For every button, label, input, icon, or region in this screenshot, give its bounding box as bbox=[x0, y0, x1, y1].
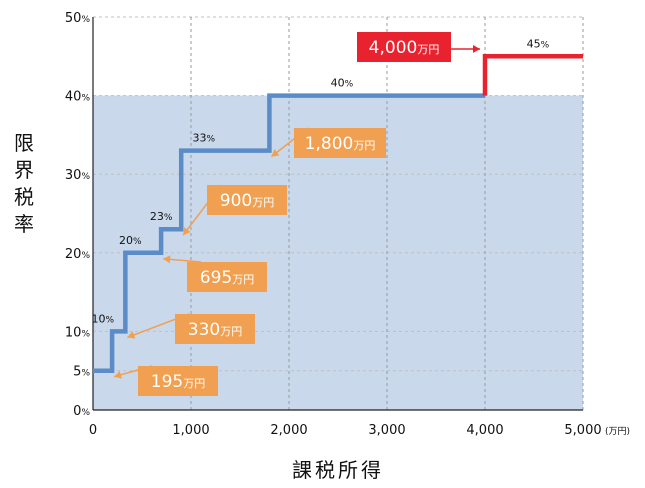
x-tick-label-5000: 5,000 bbox=[564, 423, 601, 438]
y-tick-label-0: 0% bbox=[73, 404, 90, 419]
callout-label-3: 900万円 bbox=[220, 191, 274, 211]
callout-label-0: 195万円 bbox=[151, 372, 205, 392]
callout-layer: 195万円 330万円 695万円 900万円 1,800万円 4,000万円 bbox=[113, 32, 480, 396]
callout-box-5 bbox=[357, 32, 451, 62]
y-axis-title-char-2: 税 bbox=[14, 185, 34, 209]
series-layer bbox=[93, 54, 583, 373]
tax-rate-series-1 bbox=[482, 54, 583, 96]
callout-arrow-head-2 bbox=[163, 255, 171, 264]
callout-arrow-head-5 bbox=[473, 45, 480, 53]
rate-label-2: 23% bbox=[150, 210, 173, 223]
callout-label-1: 330万円 bbox=[188, 320, 242, 340]
tick-layer: 0% 5% 10% 20% 30% 40% 50% 0 1,000 2,000 3,000 4,000… bbox=[65, 11, 630, 438]
callout-box-1 bbox=[175, 314, 255, 344]
callout-box-3 bbox=[207, 185, 287, 215]
grid-layer bbox=[93, 16, 584, 410]
y-axis-title: 限 界 税 率 bbox=[14, 131, 34, 236]
callout-arrow-head-4 bbox=[271, 149, 280, 157]
y-tick-label-40: 40% bbox=[65, 90, 91, 105]
y-tick-label-10: 10% bbox=[65, 325, 91, 340]
rate-label-5: 45% bbox=[527, 37, 550, 50]
x-axis-title: 課税所得 bbox=[292, 458, 384, 482]
callout-box-0 bbox=[138, 366, 218, 396]
rate-label-1: 20% bbox=[119, 234, 142, 247]
callout-arrow-head-3 bbox=[183, 227, 191, 236]
y-tick-label-30: 30% bbox=[65, 168, 91, 183]
callout-box-2 bbox=[187, 262, 267, 292]
rate-label-layer: 10% 20% 23% 33% 40% 45% bbox=[92, 37, 550, 325]
callout-box-4 bbox=[294, 128, 386, 158]
axis-layer bbox=[92, 17, 583, 411]
y-axis-title-char-3: 率 bbox=[14, 212, 34, 236]
x-axis-unit: (万円) bbox=[605, 426, 630, 437]
callout-5: 4,000万円 bbox=[357, 32, 480, 62]
x-tick-label-2000: 2,000 bbox=[270, 423, 307, 438]
y-tick-label-50: 50% bbox=[65, 11, 91, 26]
x-tick-label-4000: 4,000 bbox=[466, 423, 503, 438]
callout-arrow-head-0 bbox=[114, 370, 122, 379]
y-tick-label-20: 20% bbox=[65, 247, 91, 262]
callout-1: 330万円 bbox=[127, 313, 255, 344]
tax-rate-series-0 bbox=[93, 93, 485, 373]
y-tick-label-5: 5% bbox=[73, 365, 90, 380]
y-axis-title-char-1: 界 bbox=[14, 158, 34, 182]
x-tick-label-0: 0 bbox=[89, 423, 97, 438]
callout-label-2: 695万円 bbox=[200, 268, 254, 288]
callout-2: 695万円 bbox=[163, 255, 267, 292]
callout-label-5: 4,000万円 bbox=[369, 38, 440, 58]
callout-4: 1,800万円 bbox=[270, 127, 386, 158]
rate-label-4: 40% bbox=[331, 77, 354, 90]
rate-label-3: 33% bbox=[192, 132, 215, 145]
rate-label-0: 10% bbox=[92, 312, 115, 325]
callout-0: 195万円 bbox=[113, 365, 218, 396]
callout-arrow-head-1 bbox=[127, 331, 136, 339]
x-tick-label-3000: 3,000 bbox=[368, 423, 405, 438]
x-tick-label-1000: 1,000 bbox=[172, 423, 209, 438]
callout-3: 900万円 bbox=[182, 184, 287, 236]
y-axis-title-char-0: 限 bbox=[14, 131, 34, 155]
callout-label-4: 1,800万円 bbox=[305, 134, 376, 154]
